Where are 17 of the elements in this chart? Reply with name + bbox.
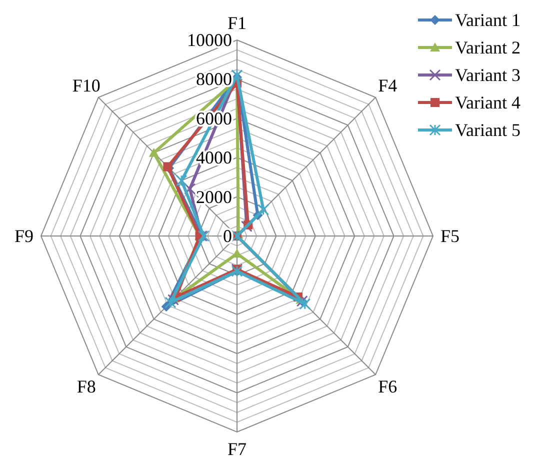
spoke-label: F10	[72, 75, 100, 96]
spoke-label: F7	[227, 439, 247, 459]
y-tick-label: 2000	[196, 186, 232, 207]
legend-label: Variant 5	[455, 120, 520, 140]
legend-label: Variant 4	[455, 92, 520, 112]
y-tick-label: 0	[223, 226, 232, 246]
y-tick-label: 10000	[187, 30, 232, 50]
spoke-label: F8	[76, 376, 96, 397]
spoke-label: F5	[440, 226, 460, 246]
spoke-label: F1	[227, 13, 247, 33]
spoke-label: F9	[14, 226, 34, 246]
legend-label: Variant 3	[455, 65, 520, 85]
legend-label: Variant 2	[455, 38, 520, 58]
spoke-label: F4	[378, 75, 398, 96]
y-tick-label: 8000	[196, 69, 232, 90]
spoke-label: F6	[378, 376, 398, 397]
legend-label: Variant 1	[455, 10, 520, 30]
